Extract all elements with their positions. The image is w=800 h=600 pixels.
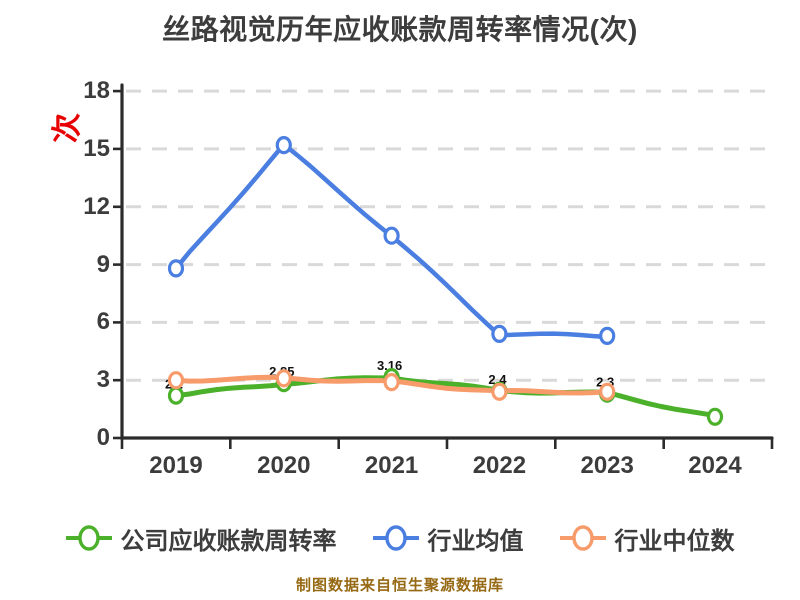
industry-median-line-marker-icon [559,525,606,551]
industry-mean-line-marker-icon [372,525,419,551]
data-label: 3.16 [377,358,402,373]
legend: 公司应收账款周转率 行业均值 行业中位数 [0,518,800,558]
chart-title: 丝路视觉历年应收账款周转率情况(次) [162,14,638,45]
x-tick-label: 2023 [580,452,634,479]
legend-label-industry-median: 行业中位数 [614,527,735,555]
x-tick-label: 2021 [364,452,419,479]
y-tick-label: 9 [96,250,110,278]
source-note: 制图数据来自恒生聚源数据库 [295,577,504,594]
series-1-marker [491,324,508,343]
x-tick-label: 2024 [688,452,742,479]
x-tick-label: 2019 [149,452,203,479]
y-tick-label: 3 [96,366,110,394]
legend-label-company: 公司应收账款周转率 [120,527,337,555]
series-line-0 [173,375,718,419]
series-1-marker [275,136,292,155]
series-2-marker [383,373,400,392]
legend-item-company: 公司应收账款周转率 [65,521,337,556]
y-tick-label: 12 [83,192,110,220]
x-tick-label: 2020 [257,452,311,479]
series-0-marker [706,407,724,426]
series-1-marker [383,226,400,245]
legend-label-industry-mean: 行业均值 [427,527,524,555]
legend-item-industry-median: 行业中位数 [559,521,735,556]
series-2-marker [275,369,292,388]
series-1-marker [167,259,185,278]
x-tick-label: 2022 [472,452,527,479]
legend-item-industry-mean: 行业均值 [372,521,524,556]
y-tick-label: 18 [83,77,110,105]
company-line-marker-icon [65,525,112,551]
series-2-marker [599,382,616,401]
series-2-marker [491,382,508,401]
series-2-marker [167,371,185,390]
y-tick-label: 6 [96,308,110,336]
series-0-marker [167,386,185,405]
y-tick-label: 15 [83,134,110,162]
y-tick-label: 0 [96,424,110,451]
series-1-marker [599,326,616,345]
